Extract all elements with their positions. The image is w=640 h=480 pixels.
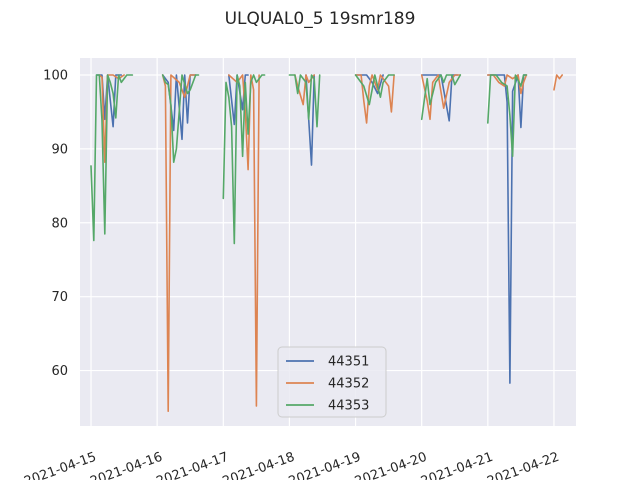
- y-tick-label: 80: [51, 216, 68, 231]
- x-tick-label: 2021-04-20: [353, 450, 429, 480]
- x-tick-label: 2021-04-21: [419, 450, 495, 480]
- x-tick-label: 2021-04-18: [221, 450, 297, 480]
- x-tick-label: 2021-04-22: [485, 450, 561, 480]
- y-tick-label: 90: [51, 142, 68, 157]
- x-tick-label: 2021-04-17: [155, 450, 231, 480]
- series-lines: [90, 74, 563, 412]
- chart-title: ULQUAL0_5 19smr189: [225, 9, 416, 29]
- series-line-44353: [90, 74, 528, 245]
- x-tick-label: 2021-04-15: [22, 450, 98, 480]
- y-tick-label: 60: [51, 364, 68, 379]
- legend-label-44351: 44351: [328, 355, 369, 370]
- y-gridlines: [80, 74, 576, 372]
- x-tick-label: 2021-04-19: [287, 450, 363, 480]
- y-tick-labels: 60 70 80 90 100: [43, 68, 68, 379]
- y-tick-label: 70: [51, 290, 68, 305]
- legend-box: [277, 346, 387, 418]
- y-tick-label: 100: [43, 68, 68, 83]
- x-tick-label: 2021-04-16: [88, 450, 164, 480]
- x-tick-labels: 2021-04-152021-04-162021-04-172021-04-18…: [22, 450, 561, 480]
- legend-label-44353: 44353: [328, 399, 369, 414]
- legend: 44351 44352 44353: [277, 346, 387, 418]
- legend-label-44352: 44352: [328, 377, 369, 392]
